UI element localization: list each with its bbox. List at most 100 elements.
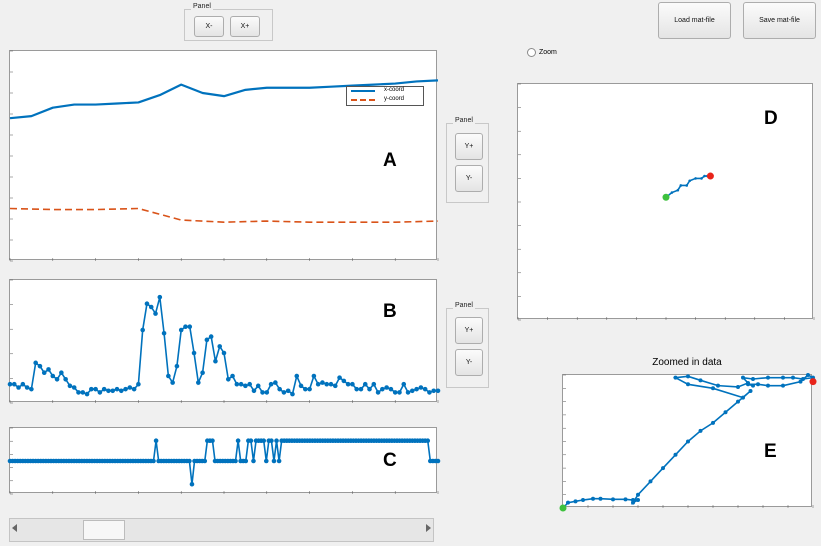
data-point [290,391,295,397]
scroll-thumb[interactable] [83,520,125,540]
y-minus-button-upper[interactable]: Y- [455,165,483,192]
data-point [324,381,330,387]
top-panel-title: Panel [191,3,213,10]
plot-e-title: Zoomed in data [652,357,722,368]
data-point [781,383,785,388]
series-line-x-coord [9,79,439,120]
load-mat-file-button[interactable]: Load mat-file [658,2,731,39]
data-point [76,390,81,395]
y-minus-button-lower[interactable]: Y- [455,349,483,376]
legend-x-coord-swatch [351,90,375,92]
x-plus-button[interactable]: X+ [230,16,260,37]
zoom-checkbox-box[interactable] [527,48,536,57]
data-point [723,410,728,415]
data-point [54,376,60,382]
data-point [46,367,51,372]
data-point [247,381,252,387]
data-point [238,381,244,387]
y-panel-upper-title: Panel [453,117,475,124]
start-point [559,504,567,512]
y-plus-button-upper[interactable]: Y+ [455,133,483,160]
data-point [151,458,156,464]
data-point [337,375,342,380]
data-point [358,386,364,392]
start-point [662,193,670,201]
horizontal-scrollbar[interactable] [9,518,434,542]
data-point [264,390,270,395]
data-point [67,383,73,389]
data-point [50,373,56,379]
data-point [332,383,338,389]
plot-b [7,279,441,404]
data-point [581,498,585,503]
data-point [380,386,385,392]
y-plus-button-lower[interactable]: Y+ [455,317,483,344]
data-point [623,497,628,502]
data-point [384,385,389,390]
data-point [350,381,355,387]
data-point [425,438,431,443]
label-e: E [764,441,777,462]
save-mat-file-button[interactable]: Save mat-file [743,2,816,39]
data-point [375,390,381,395]
zoom-checkbox[interactable]: Zoom [527,48,557,57]
y-panel-upper: Panel Y+ Y- [446,117,489,203]
data-point [20,381,26,387]
data-point [636,492,640,497]
data-point [320,380,325,385]
y-panel-lower: Panel Y+ Y- [446,302,489,388]
data-point [636,498,640,503]
data-point [611,497,615,502]
data-point [566,500,570,505]
data-point [213,358,218,364]
data-point [791,375,795,380]
scroll-right-arrow[interactable] [426,524,431,532]
end-point [706,172,714,180]
data-point [114,386,120,392]
plot-e-canvas [559,373,817,512]
data-point [392,390,398,395]
plot-d [517,83,815,321]
label-c: C [383,450,397,471]
data-point [648,479,653,484]
data-point [261,438,267,443]
data-point [673,375,678,380]
scroll-left-arrow[interactable] [12,524,17,532]
data-point [746,382,750,387]
label-d: D [764,108,778,129]
data-point [686,439,690,444]
data-point [285,388,291,394]
data-point [631,500,635,505]
data-point [414,386,419,392]
data-point [136,381,141,387]
data-point [7,381,13,387]
data-point [230,373,235,379]
data-point [273,380,278,385]
data-point [298,383,304,389]
data-point [431,388,437,394]
data-point [187,324,193,330]
top-panel: Panel X- X+ [184,3,273,41]
legend-y-coord-swatch [351,99,375,101]
data-point [144,301,150,307]
data-point [140,327,145,333]
data-point [591,496,595,501]
legend-x-coord-label: x-coord [384,87,405,93]
x-minus-button[interactable]: X- [194,16,224,37]
data-point [221,350,227,356]
plot-d-canvas [517,83,815,321]
data-point [204,337,210,343]
data-point [806,373,810,377]
data-point [41,370,47,376]
data-point [328,381,334,387]
data-point [11,381,17,387]
data-point [157,294,163,300]
data-point [698,428,703,433]
data-point [371,381,377,387]
data-point [670,191,674,194]
data-point [427,390,432,395]
data-point [741,395,745,400]
data-point [191,350,197,356]
data-point [174,363,180,369]
data-point [110,388,116,394]
